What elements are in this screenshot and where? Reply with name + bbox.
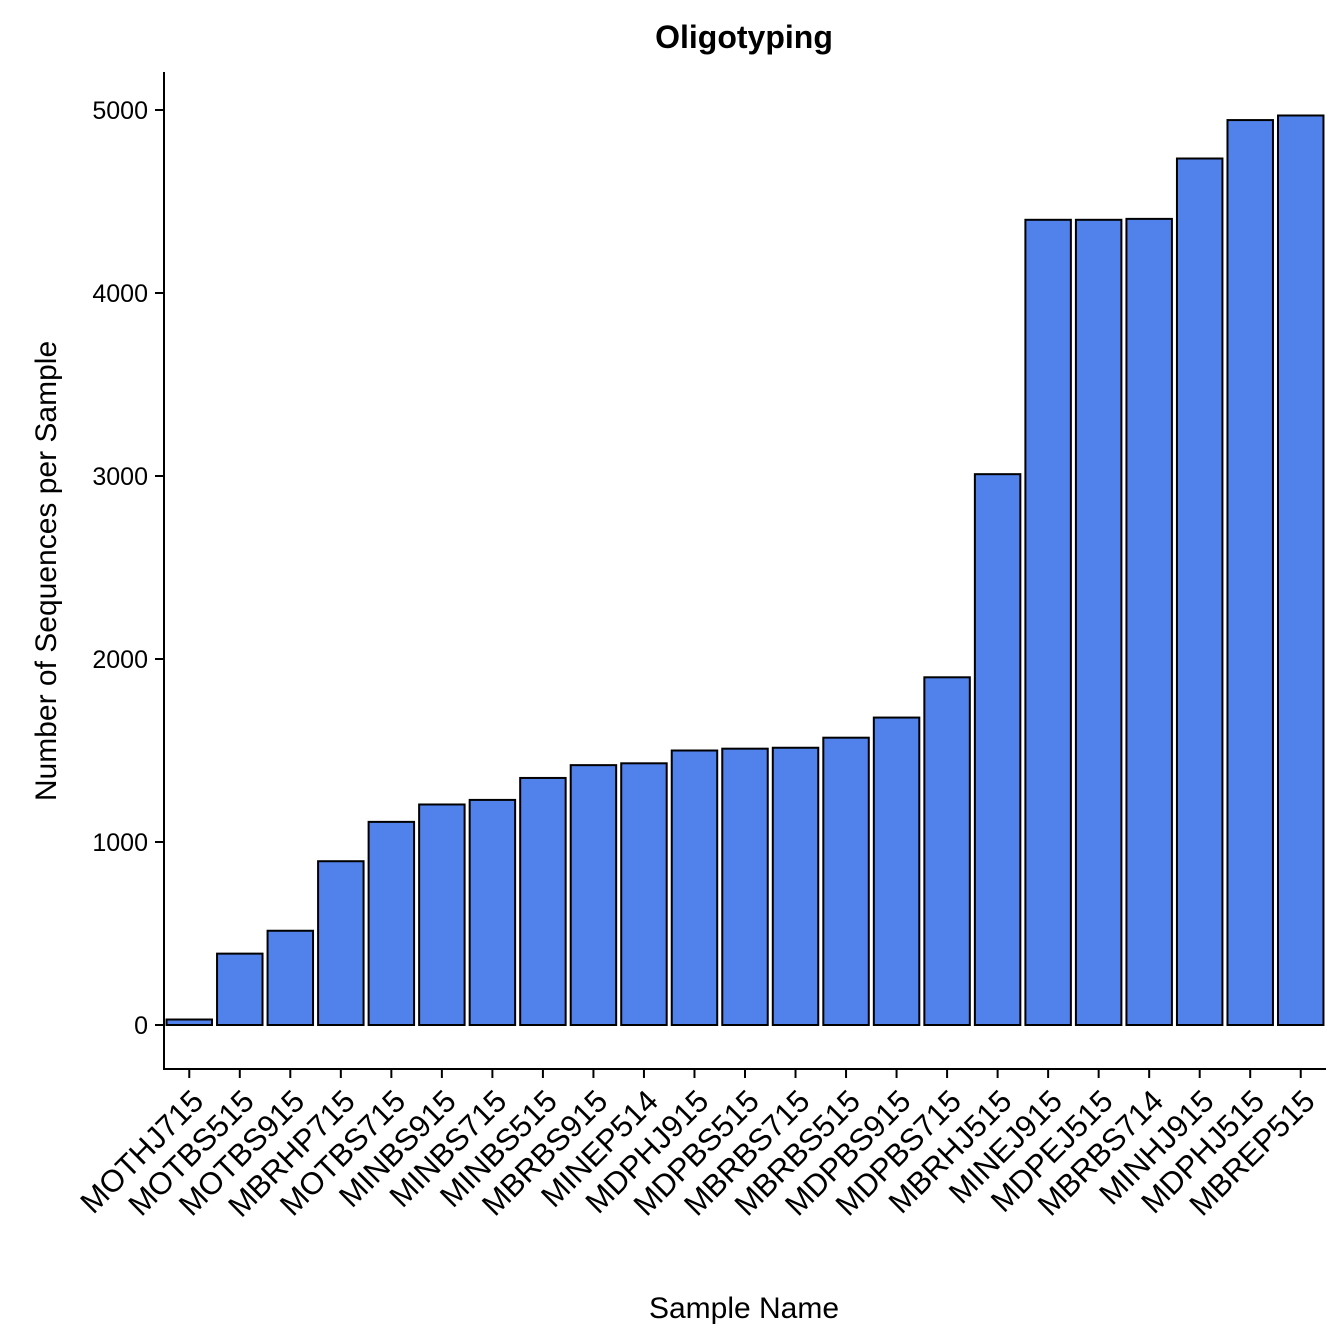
bar-minhj915 [1175,157,1224,1026]
bar-minbs715 [468,798,517,1026]
bar-mdpej515 [1074,218,1123,1027]
bar-minbs515 [519,776,567,1027]
bar-mdphj515 [1226,119,1274,1026]
bar-mdphj915 [670,749,719,1026]
bar-motbs515 [216,952,264,1027]
bar-mbrep515 [1277,114,1325,1027]
axes: 010002000300040005000MOTHJ715MOTBS515MOT… [73,72,1326,1224]
y-tick-label: 3000 [92,463,148,491]
bar-mbrbs714 [1125,217,1173,1026]
bar-mbrbs515 [822,736,870,1026]
x-axis-label: Sample Name [649,1292,839,1325]
bar-mbrbs915 [569,764,618,1026]
bar-mbrbs715 [771,746,820,1026]
y-tick-label: 0 [134,1012,148,1040]
bar-minej915 [1024,218,1072,1027]
bar-motbs715 [367,820,416,1026]
bar-mdpbs515 [721,747,769,1026]
bar-minbs915 [418,803,466,1026]
bar-mdpbs915 [872,716,921,1026]
y-tick-label: 4000 [92,280,148,308]
y-tick-label: 5000 [92,97,148,125]
bars [165,114,1325,1027]
bar-mdpbs715 [923,676,971,1026]
bar-mothj715 [165,1018,213,1027]
bar-motbs915 [266,929,315,1026]
y-axis-label: Number of Sequences per Sample [30,341,63,801]
chart-title: Oligotyping [655,19,833,55]
y-tick-label: 2000 [92,646,148,674]
y-tick-label: 1000 [92,829,148,857]
bar-mbrhj515 [973,473,1022,1027]
bar-minep514 [620,762,668,1026]
bar-mbrhp715 [317,860,365,1026]
